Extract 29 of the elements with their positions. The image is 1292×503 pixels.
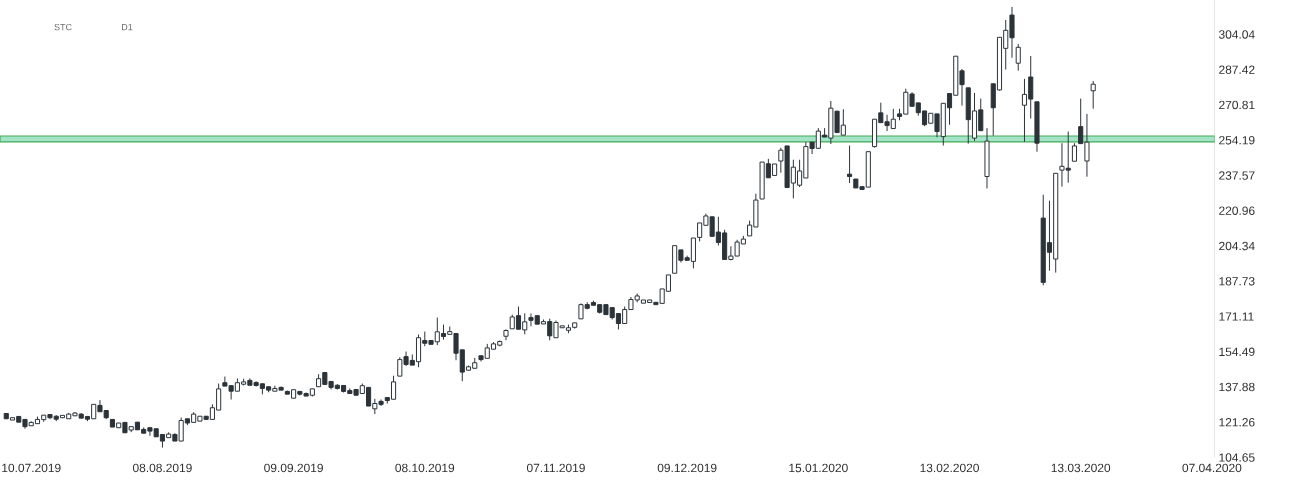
y-tick-label: 137.88 — [1219, 382, 1255, 392]
x-tick-label: 08.10.2019 — [395, 463, 455, 473]
x-tick-label: 09.12.2019 — [657, 463, 717, 473]
x-tick-label: 15.01.2020 — [789, 463, 848, 473]
y-tick-label: 304.04 — [1218, 30, 1255, 39]
x-tick-label: 13.02.2020 — [920, 463, 979, 473]
annotation: D1 — [122, 23, 133, 31]
y-tick-label: 204.34 — [1219, 241, 1255, 251]
x-tick-label: 10.07.2019 — [2, 463, 61, 473]
x-tick-label: 13.03.2020 — [1051, 463, 1111, 473]
x-tick-label: 07.11.2019 — [526, 463, 585, 473]
y-tick-label: 154.49 — [1219, 347, 1255, 356]
y-tick-label: 104.65 — [1219, 453, 1255, 462]
y-tick-label: 187.73 — [1219, 276, 1255, 286]
y-tick-label: 220.96 — [1219, 206, 1255, 215]
candlestick — [1071, 142, 1078, 162]
candlestick — [1015, 43, 1021, 72]
annotation: STC — [54, 23, 72, 31]
x-tick-label: 08.08.2019 — [132, 463, 192, 473]
x-tick-label: 07.04.2020 — [1182, 463, 1242, 473]
y-tick-label: 237.57 — [1219, 171, 1255, 180]
y-tick-label: 121.26 — [1219, 417, 1255, 427]
y-tick-label: 254.19 — [1219, 135, 1255, 145]
y-tick-label: 270.81 — [1219, 100, 1255, 110]
candlestick — [1090, 80, 1096, 110]
y-tick-label: 287.42 — [1219, 65, 1255, 74]
x-tick-label: 09.09.2019 — [264, 463, 323, 473]
y-tick-label: 171.11 — [1219, 312, 1254, 321]
candlestick — [847, 144, 853, 184]
